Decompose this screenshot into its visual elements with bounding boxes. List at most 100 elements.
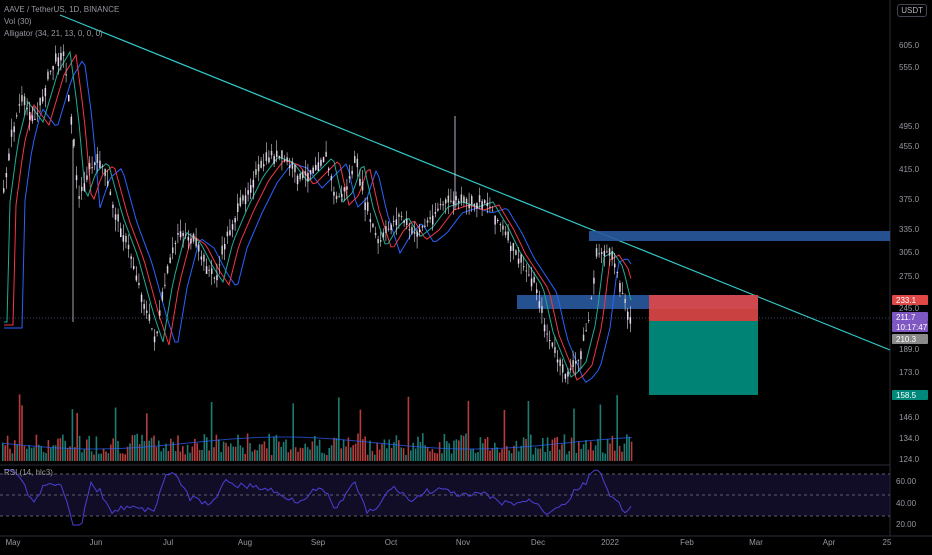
volume-bar (71, 409, 74, 461)
volume-bar (482, 443, 484, 461)
rsi-line (4, 469, 632, 526)
candle-body (304, 171, 307, 176)
volume-bar (146, 413, 148, 461)
candle-body (302, 171, 304, 178)
candle-body (460, 194, 463, 202)
volume-bar (366, 454, 369, 461)
volume-bar (465, 433, 467, 461)
price-badge-label: 211.7 (896, 313, 916, 322)
volume-bar (393, 442, 395, 461)
candle-body (452, 200, 455, 205)
volume-bar (167, 450, 170, 461)
candle-body (200, 256, 203, 260)
candle-body (523, 266, 525, 268)
trendline (59, 14, 891, 351)
time-axis-label: Oct (385, 538, 398, 547)
volume-bar (246, 433, 249, 461)
volume-bar (162, 448, 165, 461)
volume-bar (83, 449, 86, 461)
rsi-legend[interactable]: RSI (14, hlc3) (4, 468, 53, 477)
candle-body (169, 257, 171, 264)
volume-bar (90, 451, 93, 461)
volume-bar (606, 439, 609, 461)
volume-bar (141, 434, 143, 461)
candle-body (49, 70, 52, 72)
stop-loss-zone (649, 295, 758, 321)
candle-body (107, 181, 109, 186)
candle-body (101, 165, 104, 167)
candle-body (595, 248, 598, 257)
price-axis-label: 189.0 (899, 345, 920, 354)
volume-bar (218, 439, 220, 461)
volume-bar (2, 442, 4, 461)
candle-body (372, 223, 374, 228)
candle-body (562, 364, 564, 373)
candle-body (606, 251, 608, 253)
time-axis-label: Apr (823, 538, 836, 547)
candle-body (556, 359, 559, 363)
volume-bar (314, 435, 316, 461)
volume-bar (304, 443, 306, 461)
candle-body (432, 215, 434, 225)
volume-bar (474, 452, 477, 461)
volume-bar (170, 438, 172, 461)
candle-body (125, 235, 127, 243)
volume-bar (345, 446, 347, 461)
volume-bar (119, 453, 122, 461)
volume-bar (268, 433, 270, 461)
candle-body (140, 294, 143, 302)
volume-bar (424, 445, 426, 461)
volume-bar (203, 434, 206, 461)
volume-bar (513, 445, 515, 461)
time-axis-label: Nov (456, 538, 470, 547)
volume-bar (64, 440, 66, 461)
volume-bar (261, 444, 263, 461)
volume-bar (378, 449, 381, 461)
alligator-line (4, 50, 632, 378)
candle-body (445, 199, 447, 204)
candle-body (377, 239, 379, 244)
volume-bar (436, 453, 438, 461)
volume-bar (309, 449, 311, 461)
price-badge (892, 312, 928, 322)
candle-body (317, 162, 320, 171)
volume-bar (244, 453, 246, 461)
candle-body (229, 230, 231, 236)
candle-body (164, 284, 166, 286)
volume-bar (407, 396, 410, 461)
volume-bar (503, 409, 506, 461)
candle-body (530, 278, 533, 287)
volume-bar (285, 439, 287, 461)
volume-bar (467, 400, 470, 461)
volume-legend[interactable]: Vol (30) (4, 17, 32, 26)
candle-body (99, 160, 101, 168)
candle-body (153, 336, 156, 343)
drawings[interactable] (59, 14, 891, 395)
volume-bar (100, 453, 102, 461)
candle-body (408, 229, 411, 231)
volume-bar (263, 441, 266, 461)
currency-selector[interactable]: USDT (897, 4, 927, 17)
alligator-legend[interactable]: Alligator (34, 21, 13, 0, 0, 0) (4, 29, 103, 38)
symbol-legend[interactable]: AAVE / TetherUS, 1D, BINANCE (4, 5, 120, 14)
candle-body (291, 161, 294, 169)
candle-body (325, 151, 327, 157)
volume-bar (338, 397, 340, 461)
volume-bar (208, 450, 210, 461)
volume-ma-line (1, 436, 633, 450)
volume-bar (585, 440, 587, 461)
candle-body (179, 231, 182, 238)
candle-body (471, 196, 473, 205)
volume-bar (328, 447, 330, 461)
resistance-zone (589, 231, 890, 241)
candle-body (354, 156, 356, 163)
time-axis-label: Dec (531, 538, 545, 547)
volume-bar (321, 452, 323, 461)
candle-body (369, 219, 372, 222)
candle-body (629, 317, 632, 324)
volume-bar (102, 448, 105, 461)
volume-bar (534, 447, 537, 461)
candle-body (390, 224, 392, 231)
